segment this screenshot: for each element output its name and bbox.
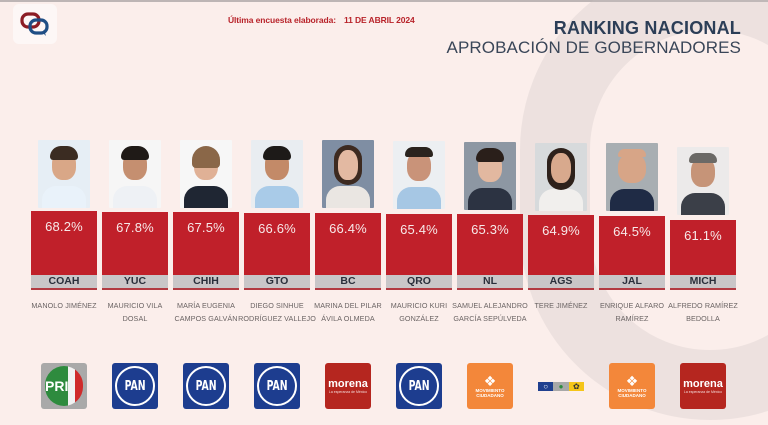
approval-value: 67.5% bbox=[187, 220, 225, 235]
party-logo-movimiento-ciudadano: ❖ MOVIMIENTO CIUDADANO bbox=[467, 363, 513, 409]
approval-bar: 67.5% CHIH bbox=[173, 212, 239, 290]
governor-photo bbox=[393, 141, 445, 209]
approval-value: 68.2% bbox=[45, 219, 83, 234]
approval-bar: 65.3% NL bbox=[457, 214, 523, 290]
approval-bar: 68.2% COAH bbox=[31, 211, 97, 290]
page-title-block: RANKING NACIONAL APROBACIÓN DE GOBERNADO… bbox=[447, 18, 742, 58]
governor-name: MAURICIO KURI GONZÁLEZ bbox=[390, 301, 448, 323]
approval-value: 66.6% bbox=[258, 221, 296, 236]
approval-value: 65.3% bbox=[471, 222, 509, 237]
survey-label: Última encuesta elaborada: bbox=[228, 15, 336, 25]
governor-photo bbox=[180, 140, 232, 208]
approval-bar: 64.9% AGS bbox=[528, 215, 594, 290]
state-label: COAH bbox=[31, 275, 97, 288]
approval-bar: 65.4% QRO bbox=[386, 214, 452, 290]
governor-photo bbox=[535, 143, 587, 211]
approval-bar: 64.5% JAL bbox=[599, 216, 665, 290]
governor-photo bbox=[109, 140, 161, 208]
party-logo-coalition: ○ ● ✿ bbox=[538, 363, 584, 409]
approval-bar: 66.6% GTO bbox=[244, 213, 310, 290]
party-logo-morena: morena La esperanza de México bbox=[325, 363, 371, 409]
survey-date-line: Última encuesta elaborada: 11 DE ABRIL 20… bbox=[228, 15, 415, 25]
pri-letter-p: PRI bbox=[45, 366, 69, 406]
governor-name: MAURICIO VILA DOSAL bbox=[107, 301, 163, 323]
state-label: QRO bbox=[386, 275, 452, 288]
governor-name: ALFREDO RAMÍREZ BEDOLLA bbox=[668, 301, 738, 323]
party-logo-pan: PAN bbox=[254, 363, 300, 409]
speech-bubbles-logo-icon bbox=[20, 12, 49, 36]
top-border bbox=[0, 0, 768, 2]
party-logo-pan: PAN bbox=[112, 363, 158, 409]
governor-name: ENRIQUE ALFARO RAMÍREZ bbox=[599, 301, 665, 323]
governor-name: DIEGO SINHUE RODRÍGUEZ VALLEJO bbox=[238, 301, 316, 323]
state-label: BC bbox=[315, 275, 381, 288]
state-label: MICH bbox=[670, 275, 736, 288]
eagle-icon: ❖ bbox=[483, 373, 497, 389]
governor-photo bbox=[464, 142, 516, 210]
governor-name: TERE JIMÉNEZ bbox=[534, 301, 588, 310]
governor-photo bbox=[677, 147, 729, 215]
approval-value: 61.1% bbox=[684, 228, 722, 243]
page-subtitle: APROBACIÓN DE GOBERNADORES bbox=[446, 38, 741, 57]
party-logo-pri: PRI bbox=[41, 363, 87, 409]
logo bbox=[13, 4, 57, 44]
state-label: JAL bbox=[599, 275, 665, 288]
governor-photo bbox=[322, 140, 374, 208]
party-logo-morena: morena La esperanza de México bbox=[680, 363, 726, 409]
governor-photo bbox=[38, 140, 90, 208]
party-logo-pan: PAN bbox=[396, 363, 442, 409]
eagle-icon: ❖ bbox=[625, 373, 639, 389]
state-label: AGS bbox=[528, 275, 594, 288]
state-label: YUC bbox=[102, 275, 168, 288]
governor-photo bbox=[606, 143, 658, 211]
approval-bar: 66.4% BC bbox=[315, 213, 381, 290]
party-logo-movimiento-ciudadano: ❖ MOVIMIENTO CIUDADANO bbox=[609, 363, 655, 409]
state-label: NL bbox=[457, 275, 523, 288]
approval-value: 65.4% bbox=[400, 222, 438, 237]
state-label: GTO bbox=[244, 275, 310, 288]
approval-bar: 67.8% YUC bbox=[102, 212, 168, 290]
party-logo-pan: PAN bbox=[183, 363, 229, 409]
governor-name: MARÍA EUGENIA CAMPOS GALVÁN bbox=[174, 301, 238, 323]
governor-name: MARINA DEL PILAR ÁVILA OLMEDA bbox=[314, 301, 382, 323]
state-label: CHIH bbox=[173, 275, 239, 288]
approval-value: 66.4% bbox=[329, 221, 367, 236]
governor-photo bbox=[251, 140, 303, 208]
governor-name: MANOLO JIMÉNEZ bbox=[31, 301, 97, 310]
approval-value: 67.8% bbox=[116, 220, 154, 235]
approval-bar: 61.1% MICH bbox=[670, 220, 736, 290]
governor-name: SAMUEL ALEJANDRO GARCÍA SEPÚLVEDA bbox=[452, 301, 528, 323]
approval-value: 64.9% bbox=[542, 223, 580, 238]
page-title: RANKING NACIONAL bbox=[553, 18, 741, 38]
approval-value: 64.5% bbox=[613, 224, 651, 239]
survey-date: 11 DE ABRIL 2024 bbox=[343, 15, 415, 25]
